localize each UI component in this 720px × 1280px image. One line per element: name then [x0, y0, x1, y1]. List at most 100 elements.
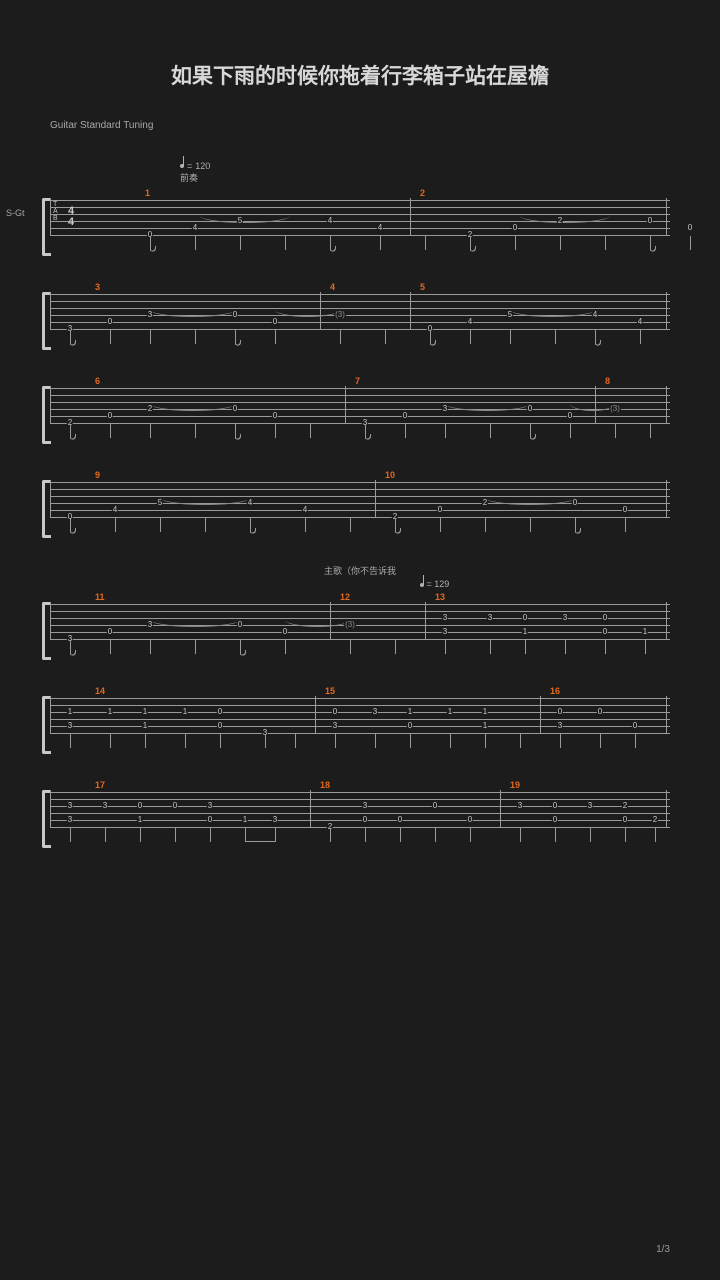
measure-number: 1	[145, 188, 150, 198]
barline	[50, 386, 51, 424]
barline	[540, 696, 541, 734]
barline	[666, 602, 667, 640]
fret-number: 3	[557, 722, 563, 730]
fret-number: 0	[647, 217, 653, 225]
fret-number: 0	[402, 412, 408, 420]
tab-page: 如果下雨的时候你拖着行李箱子站在屋檐 Guitar Standard Tunin…	[0, 0, 720, 1280]
fret-number: 3	[362, 802, 368, 810]
fret-number: 3	[272, 816, 278, 824]
barline	[666, 790, 667, 828]
fret-number: 0	[597, 708, 603, 716]
fret-number: 0	[552, 802, 558, 810]
barline	[50, 602, 51, 640]
fret-number: 4	[192, 224, 198, 232]
barline	[315, 696, 316, 734]
tab-staff: 0454420200	[50, 480, 670, 518]
fret-number: 2	[557, 217, 563, 225]
fret-number: 4	[327, 217, 333, 225]
time-signature: 44	[68, 206, 74, 228]
fret-number: 0	[217, 708, 223, 716]
measure-number: 3	[95, 282, 100, 292]
page-number: 1/3	[656, 1244, 670, 1255]
fret-number: 3	[67, 816, 73, 824]
fret-number: 3	[442, 405, 448, 413]
fret-number: 5	[507, 311, 513, 319]
barline	[375, 480, 376, 518]
rhythm-stems	[50, 828, 670, 848]
fret-number: 0	[687, 224, 693, 232]
staff-rows: S-Gt12TAB44045442020034530300(3)04544678…	[50, 188, 670, 848]
barline	[410, 292, 411, 330]
tab-staff: 30300(3)333103001	[50, 602, 670, 640]
fret-number: 0	[572, 499, 578, 507]
barline	[666, 480, 667, 518]
barline	[50, 696, 51, 734]
fret-number: 1	[67, 708, 73, 716]
measure-numbers: 910	[50, 470, 670, 480]
measure-number: 13	[435, 592, 445, 602]
measure-numbers: 141516	[50, 686, 670, 696]
fret-number: 3	[487, 614, 493, 622]
barline	[310, 790, 311, 828]
fret-number: 0	[467, 816, 473, 824]
staff-row: 17181933310003132030003003022	[50, 780, 670, 848]
tuning-label: Guitar Standard Tuning	[50, 120, 670, 131]
fret-number: 5	[157, 499, 163, 507]
fret-number: 0	[622, 506, 628, 514]
fret-number: 1	[182, 708, 188, 716]
rhythm-stems	[50, 236, 670, 256]
fret-number: 0	[172, 802, 178, 810]
fret-number: 3	[562, 614, 568, 622]
fret-number: 3	[102, 802, 108, 810]
fret-number: 0	[622, 816, 628, 824]
measure-number: 14	[95, 686, 105, 696]
barline	[666, 386, 667, 424]
measure-number: 19	[510, 780, 520, 790]
rhythm-stems	[50, 424, 670, 444]
tab-staff: 2020030300(3)	[50, 386, 670, 424]
barline	[425, 602, 426, 640]
fret-number: 1	[407, 708, 413, 716]
fret-number: 1	[522, 628, 528, 636]
fret-number: 4	[247, 499, 253, 507]
fret-number: 3	[67, 722, 73, 730]
fret-number: 0	[232, 311, 238, 319]
staff-row: 9100454420200	[50, 470, 670, 538]
fret-number: 0	[557, 708, 563, 716]
fret-number: 1	[142, 722, 148, 730]
barline	[410, 198, 411, 236]
measure-number: 7	[355, 376, 360, 386]
fret-number: 2	[147, 405, 153, 413]
fret-number: 2	[652, 816, 658, 824]
fret-number: 3	[372, 708, 378, 716]
fret-number: 0	[137, 802, 143, 810]
tab-staff: 33310003132030003003022	[50, 790, 670, 828]
fret-number: 4	[302, 506, 308, 514]
staff-row: 34530300(3)04544	[50, 282, 670, 350]
fret-number: 0	[107, 628, 113, 636]
section-verse-label: 主歌（你不告诉我	[50, 564, 670, 577]
fret-number: 0	[552, 816, 558, 824]
measure-number: 18	[320, 780, 330, 790]
fret-number: 0	[272, 318, 278, 326]
fret-number: 0	[207, 816, 213, 824]
rhythm-stems	[50, 640, 670, 660]
fret-number: 0	[272, 412, 278, 420]
fret-number: 0	[567, 412, 573, 420]
fret-number: 0	[522, 614, 528, 622]
fret-number: 0	[602, 628, 608, 636]
barline	[50, 790, 51, 828]
barline	[666, 696, 667, 734]
tab-staff: 30300(3)04544	[50, 292, 670, 330]
measure-number: 6	[95, 376, 100, 386]
tab-staff: 311111003303011113000	[50, 696, 670, 734]
fret-number: 4	[637, 318, 643, 326]
measure-number: 4	[330, 282, 335, 292]
barline	[666, 292, 667, 330]
fret-number: 0	[397, 816, 403, 824]
fret-number: 3	[147, 621, 153, 629]
staff-row: 141516311111003303011113000	[50, 686, 670, 754]
fret-number: 0	[527, 405, 533, 413]
fret-number: 1	[642, 628, 648, 636]
barline	[500, 790, 501, 828]
